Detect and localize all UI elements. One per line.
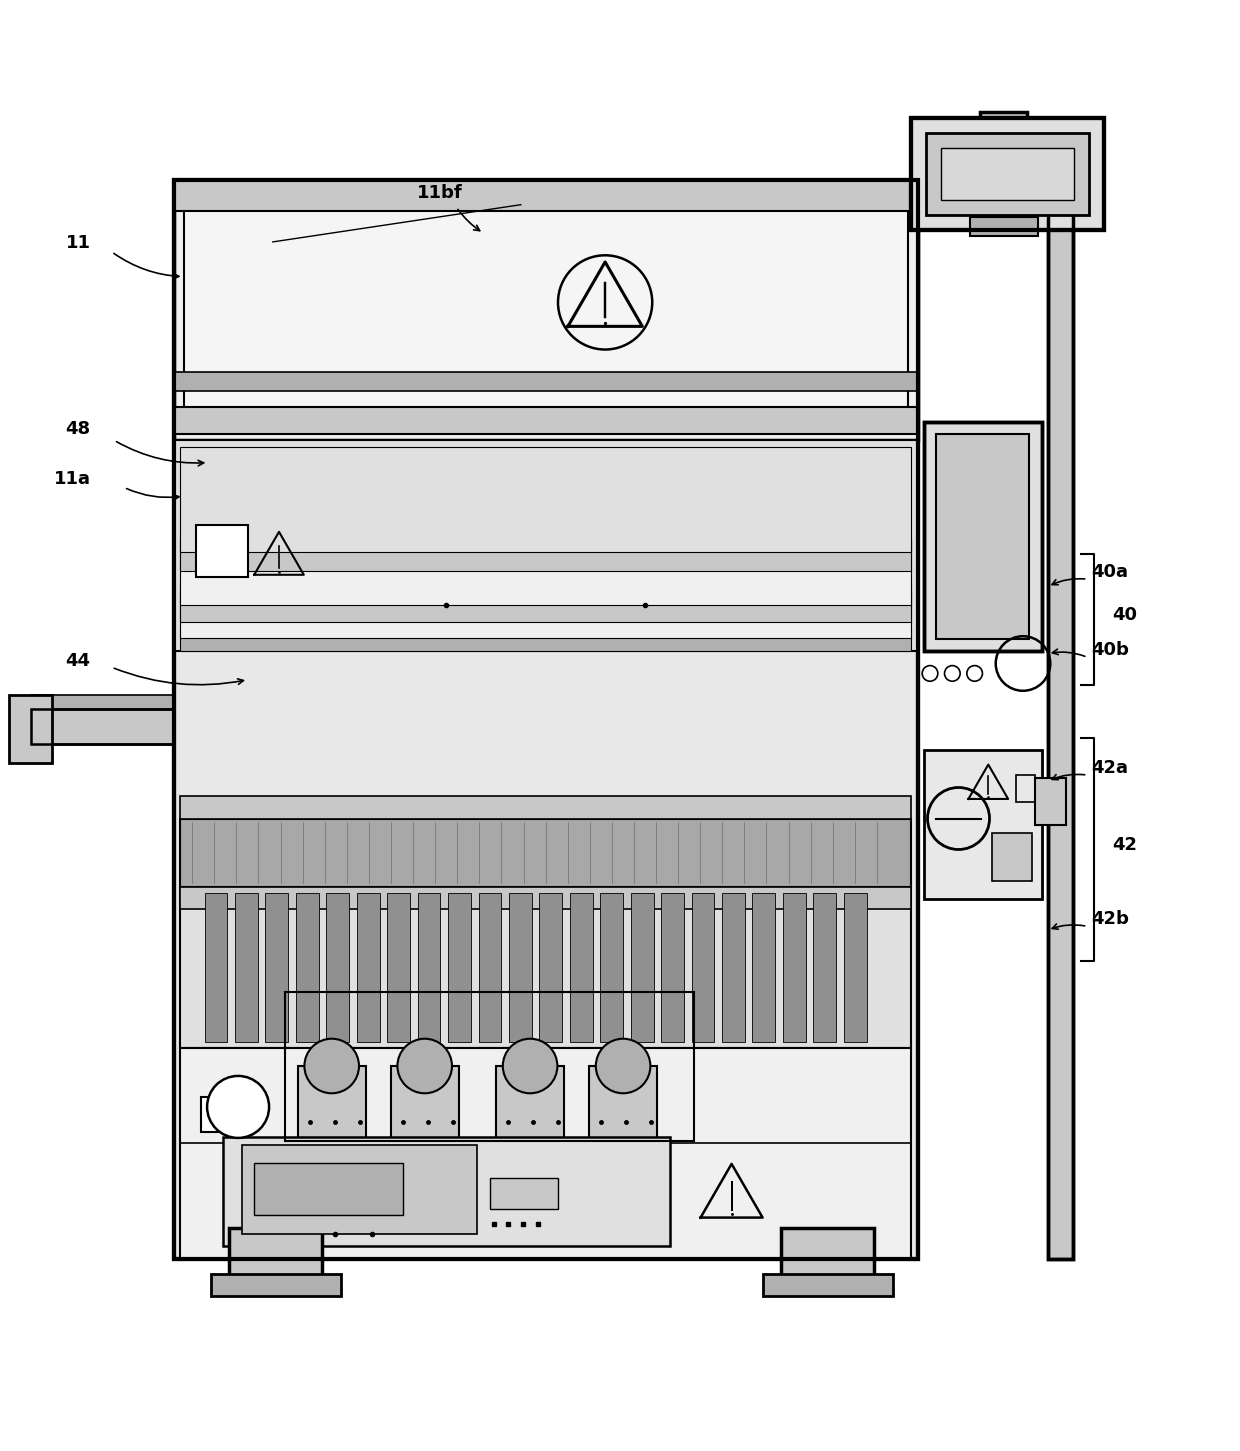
Bar — [448, 892, 471, 1042]
Bar — [924, 422, 1042, 651]
Bar — [31, 710, 174, 744]
Bar — [1048, 180, 1073, 1258]
Bar — [285, 992, 694, 1140]
Bar — [924, 750, 1042, 900]
Bar — [570, 892, 593, 1042]
Bar — [753, 892, 775, 1042]
Bar — [31, 710, 174, 744]
Bar — [298, 1066, 366, 1146]
Circle shape — [503, 1039, 558, 1093]
Bar — [184, 190, 908, 431]
Bar — [782, 892, 806, 1042]
Text: 42: 42 — [1112, 836, 1137, 853]
Bar — [180, 818, 911, 887]
Bar — [223, 1136, 670, 1246]
Text: 40a: 40a — [1091, 563, 1128, 580]
Text: 48: 48 — [66, 421, 91, 438]
Bar — [265, 892, 288, 1042]
Bar — [970, 218, 1038, 235]
Bar — [180, 887, 911, 908]
Text: 11: 11 — [66, 234, 91, 252]
Bar — [174, 180, 918, 1258]
Bar — [692, 892, 714, 1042]
Bar — [211, 1274, 341, 1296]
Text: 40: 40 — [1112, 607, 1137, 624]
Bar — [357, 892, 379, 1042]
Bar — [631, 892, 653, 1042]
Bar — [418, 892, 440, 1042]
Bar — [242, 1145, 477, 1233]
Bar — [236, 892, 258, 1042]
Text: 42a: 42a — [1091, 759, 1128, 776]
Bar — [941, 148, 1074, 200]
Circle shape — [596, 1039, 651, 1093]
Bar — [296, 892, 319, 1042]
Bar — [387, 892, 410, 1042]
Bar — [180, 540, 911, 572]
Bar — [1048, 180, 1073, 1258]
Text: 44: 44 — [66, 651, 91, 670]
Bar — [205, 892, 227, 1042]
Bar — [180, 628, 911, 651]
Bar — [180, 1048, 911, 1258]
Bar — [180, 537, 911, 605]
Bar — [196, 525, 248, 577]
Text: 11bf: 11bf — [418, 184, 463, 203]
Bar — [600, 892, 624, 1042]
Bar — [781, 1228, 874, 1277]
Bar — [174, 371, 918, 390]
Text: 40b: 40b — [1091, 641, 1130, 659]
Bar — [254, 1162, 403, 1216]
Text: 42b: 42b — [1091, 910, 1130, 927]
Circle shape — [305, 1039, 360, 1093]
Bar — [992, 833, 1032, 881]
Bar — [490, 1178, 558, 1209]
Text: 11a: 11a — [53, 470, 91, 488]
Bar — [174, 406, 918, 434]
Bar — [31, 695, 174, 710]
Bar — [539, 892, 562, 1042]
Bar — [589, 1066, 657, 1146]
Bar — [229, 1228, 322, 1277]
Bar — [201, 1097, 236, 1132]
Bar — [479, 892, 501, 1042]
Bar — [174, 180, 918, 1258]
Bar — [722, 892, 745, 1042]
Bar — [180, 591, 911, 621]
Bar — [174, 440, 918, 651]
Bar — [180, 797, 911, 818]
Bar — [980, 112, 1027, 180]
Bar — [926, 133, 1089, 215]
Bar — [391, 1066, 459, 1146]
Bar — [813, 892, 836, 1042]
Bar — [326, 892, 350, 1042]
Bar — [936, 434, 1029, 638]
Bar — [763, 1274, 893, 1296]
Bar — [911, 118, 1104, 229]
Bar — [174, 180, 918, 210]
Bar — [661, 892, 684, 1042]
Bar — [180, 447, 911, 551]
Bar — [1035, 778, 1066, 824]
Circle shape — [398, 1039, 451, 1093]
Bar — [1016, 775, 1035, 802]
Bar — [924, 422, 1042, 651]
Circle shape — [207, 1077, 269, 1138]
Bar — [180, 583, 911, 638]
Bar — [508, 892, 532, 1042]
Bar — [496, 1066, 564, 1146]
Bar — [174, 180, 918, 440]
Bar — [843, 892, 867, 1042]
Bar — [9, 695, 52, 763]
Bar — [180, 887, 911, 1048]
Bar — [911, 118, 1104, 229]
